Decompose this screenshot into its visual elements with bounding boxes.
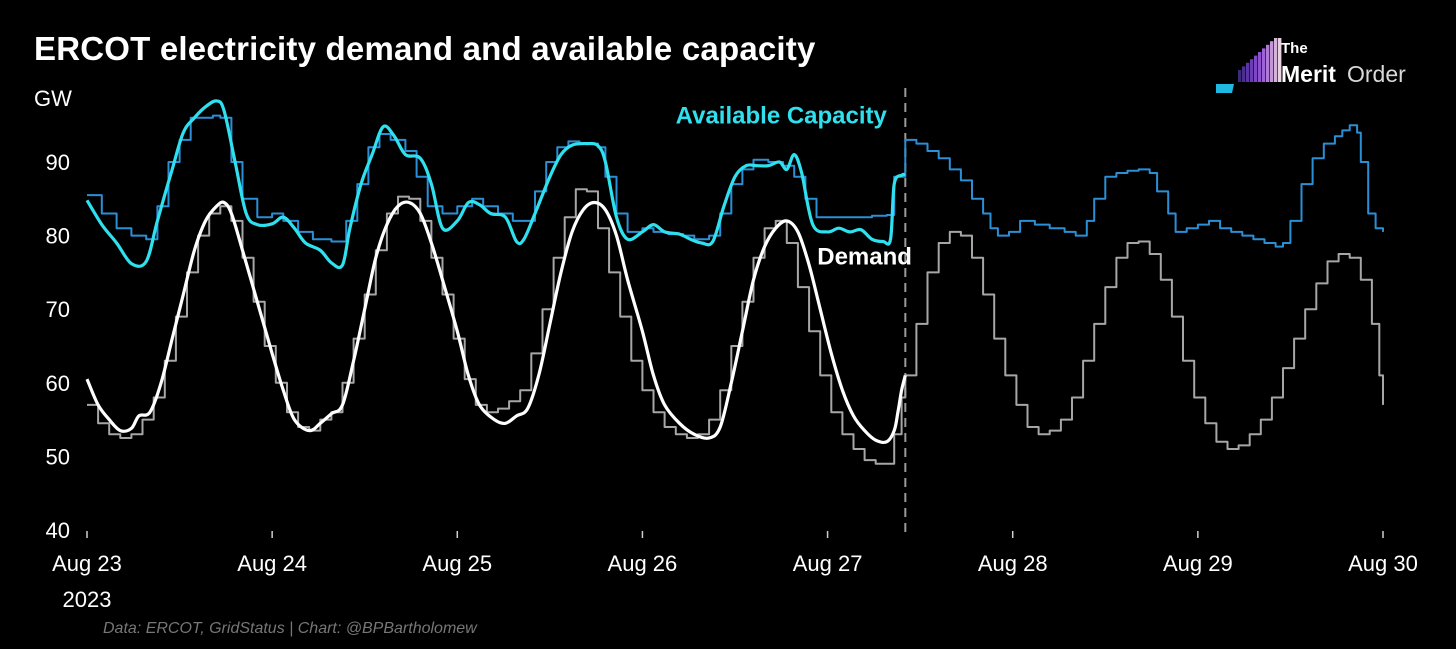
logo-text-the: The — [1281, 40, 1308, 57]
series-line-capacity-forecast — [87, 114, 1384, 248]
chart-title: ERCOT electricity demand and available c… — [34, 30, 816, 67]
y-tick-label: 70 — [46, 297, 70, 322]
x-tick-year-label: 2023 — [63, 587, 112, 612]
annotations: Available Capacity Demand — [676, 103, 912, 271]
merit-order-logo: The Merit Order — [1214, 38, 1424, 100]
series-annotation-label: Available Capacity — [676, 103, 888, 130]
series-layer — [85, 88, 1384, 532]
x-tick-label: Aug 29 — [1163, 551, 1233, 576]
y-tick-label: 90 — [46, 150, 70, 175]
y-tick-label: 50 — [46, 444, 70, 469]
y-tick-label: 80 — [46, 224, 70, 249]
series-line-capacity-actual — [85, 99, 906, 270]
logo-text-order: Order — [1347, 61, 1406, 87]
x-tick-label: Aug 27 — [793, 551, 863, 576]
series-line-demand-actual — [85, 200, 907, 445]
x-tick-label: Aug 26 — [608, 551, 678, 576]
y-tick-label: 60 — [46, 371, 70, 396]
y-axis-label: GW — [34, 86, 72, 111]
series-line-demand-forecast — [87, 188, 1384, 465]
source-note: Data: ERCOT, GridStatus | Chart: @BPBart… — [103, 620, 477, 637]
x-tick-label: Aug 25 — [422, 551, 492, 576]
logo-text-merit: Merit — [1281, 61, 1336, 87]
y-axis: 40 50 60 70 80 90 — [46, 150, 70, 543]
x-tick-label: Aug 30 — [1348, 551, 1418, 576]
x-tick-label: Aug 23 — [52, 551, 122, 576]
logo-bars-icon — [1216, 38, 1282, 93]
x-axis: Aug 23 2023 Aug 24 Aug 25 Aug 26 Aug 27 Aug 28… — [52, 531, 1418, 612]
y-tick-label: 40 — [46, 518, 70, 543]
x-tick-label: Aug 24 — [237, 551, 307, 576]
x-tick-label: Aug 28 — [978, 551, 1048, 576]
series-annotation-label: Demand — [817, 243, 912, 270]
